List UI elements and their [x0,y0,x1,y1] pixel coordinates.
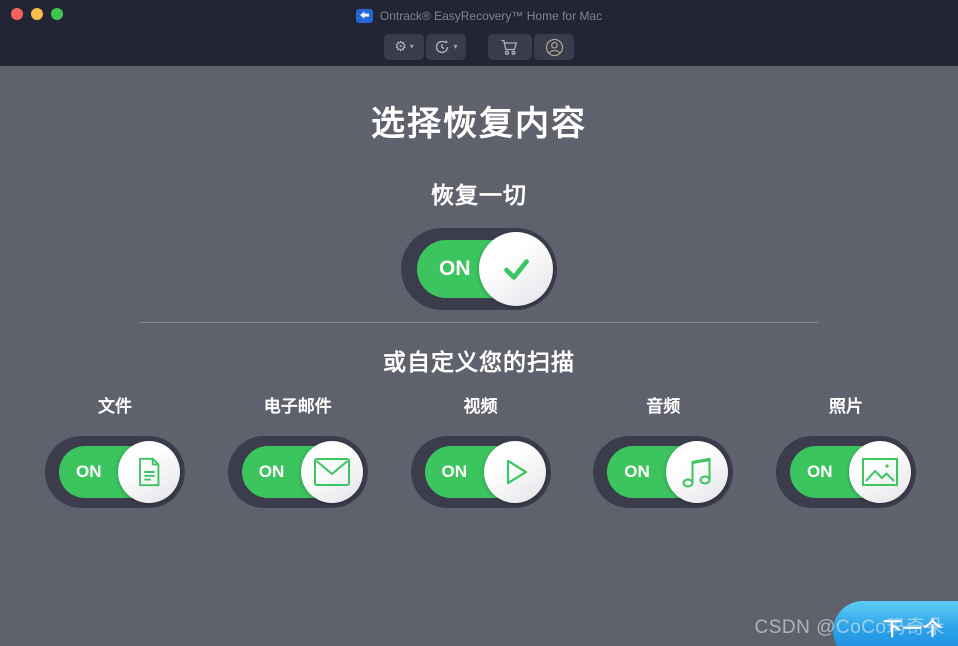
category-label: 电子邮件 [263,397,332,416]
play-icon [506,459,527,485]
window-title-area: Ontrack® EasyRecovery™ Home for Mac [355,8,603,23]
next-button[interactable]: 下一个 [833,601,958,646]
category-label: 音频 [646,397,681,416]
photos-toggle[interactable]: ON [776,436,916,508]
back-arrow-icon [359,11,369,19]
category-email: 电子邮件 ON [227,392,368,508]
toolbar-group-right [488,34,574,60]
category-photos: 照片 ON [776,392,916,508]
chevron-down-icon: ▾ [453,42,458,51]
video-toggle[interactable]: ON [410,436,551,508]
titlebar: Ontrack® EasyRecovery™ Home for Mac [0,0,958,28]
toggle-knob [300,441,363,503]
toggle-knob [666,441,729,503]
customize-heading: 或自定义您的扫描 [383,349,575,375]
check-icon [504,259,529,280]
account-icon [545,38,563,56]
toggle-state-label: ON [441,462,468,481]
category-video: 视频 ON [410,392,551,508]
photo-icon [862,458,898,486]
watermark-text: CSDN @CoCo玛奇朵 [754,617,945,638]
files-toggle[interactable]: ON [45,436,185,508]
cart-icon [501,39,518,55]
category-label: 照片 [829,397,863,416]
toggle-knob [849,441,911,503]
window-title: Ontrack® EasyRecovery™ Home for Mac [379,8,603,23]
email-toggle[interactable]: ON [227,436,368,508]
toolbar-group-left: ⚙ ▾ ▾ [384,34,466,60]
settings-button[interactable]: ⚙ ▾ [384,34,424,60]
toggle-state-label: ON [439,257,471,280]
toggle-state-label: ON [258,462,285,481]
category-toggle-row: 文件 ON 电子邮件 [45,392,916,508]
recover-all-label: 恢复一切 [431,182,527,208]
minimize-button[interactable] [31,8,43,20]
app-icon [355,8,373,23]
restore-button[interactable]: ▾ [426,34,466,60]
toggle-state-label: ON [807,462,833,481]
toggle-knob [118,441,180,503]
window-header: Ontrack® EasyRecovery™ Home for Mac ⚙ ▾ … [0,0,958,66]
main-content: 选择恢复内容 恢复一切 ON 或自定义您的扫描 文件 ON [0,66,958,646]
toggle-knob [483,441,546,503]
audio-toggle[interactable]: ON [593,436,734,508]
cart-button[interactable] [488,34,532,60]
toolbar: ⚙ ▾ ▾ [0,28,958,66]
restore-icon [436,40,449,54]
next-button-label: 下一个 [882,619,943,640]
toggle-state-label: ON [624,462,650,481]
page-title: 选择恢复内容 [371,105,587,143]
section-divider [140,322,818,323]
toggle-state-label: ON [76,462,102,481]
close-button[interactable] [11,8,23,20]
envelope-icon [313,458,350,486]
category-label: 视频 [463,397,498,416]
document-icon [139,457,160,487]
category-files: 文件 ON [45,392,185,508]
chevron-down-icon: ▾ [409,42,414,51]
window-controls [11,8,63,20]
category-label: 文件 [98,397,132,416]
recover-all-toggle[interactable]: ON [401,228,557,310]
toggle-knob [479,232,553,306]
category-audio: 音频 ON [593,392,734,508]
account-button[interactable] [534,34,574,60]
zoom-button[interactable] [51,8,63,20]
music-note-icon [682,457,711,488]
gear-icon: ⚙ [394,39,407,55]
